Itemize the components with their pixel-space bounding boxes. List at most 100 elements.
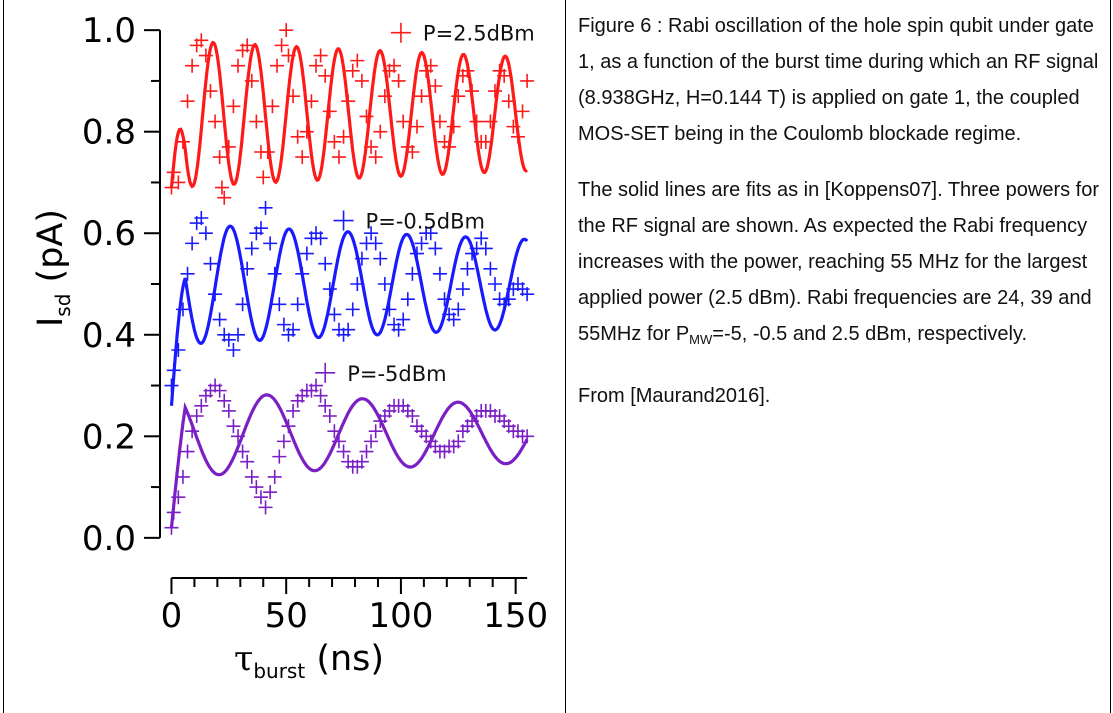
data-point bbox=[226, 343, 241, 357]
table-border-middle bbox=[565, 0, 566, 713]
legend-marker bbox=[333, 210, 354, 231]
data-point bbox=[290, 129, 305, 144]
data-point bbox=[185, 424, 200, 439]
data-point bbox=[322, 104, 337, 119]
data-point bbox=[364, 434, 379, 449]
data-point bbox=[336, 444, 351, 459]
data-point bbox=[377, 277, 392, 291]
x-tick-label: 100 bbox=[368, 596, 433, 636]
y-tick-label: 0.4 bbox=[82, 316, 136, 356]
data-point bbox=[510, 129, 525, 144]
data-point bbox=[249, 114, 264, 129]
x-tick-label: 150 bbox=[483, 596, 548, 636]
data-point bbox=[274, 38, 289, 53]
data-point bbox=[391, 73, 406, 88]
data-point bbox=[175, 302, 190, 317]
data-point bbox=[253, 221, 268, 236]
data-point bbox=[318, 256, 333, 271]
data-point bbox=[382, 302, 397, 317]
data-point bbox=[483, 114, 498, 129]
data-point bbox=[455, 282, 470, 297]
data-point bbox=[240, 38, 255, 53]
data-point bbox=[231, 429, 246, 444]
data-point bbox=[469, 114, 484, 129]
legend-marker bbox=[315, 362, 336, 383]
data-point bbox=[235, 297, 250, 312]
data-point bbox=[405, 409, 420, 423]
caption-paragraph-3: From [Maurand2016]. bbox=[578, 385, 771, 407]
data-point bbox=[256, 170, 271, 185]
y-tick-label: 0.6 bbox=[82, 214, 136, 254]
data-point bbox=[221, 332, 236, 347]
data-point bbox=[368, 150, 383, 165]
data-point bbox=[442, 139, 457, 154]
data-point bbox=[226, 99, 241, 114]
data-point bbox=[175, 134, 190, 149]
data-point bbox=[180, 444, 195, 459]
data-point bbox=[520, 73, 535, 88]
data-point bbox=[409, 119, 424, 134]
data-point bbox=[359, 444, 374, 459]
legend-label: P=-0.5dBm bbox=[366, 210, 485, 234]
legend-marker bbox=[390, 22, 411, 43]
data-point bbox=[198, 48, 213, 63]
data-point bbox=[501, 292, 516, 307]
data-point bbox=[331, 434, 346, 449]
data-point bbox=[345, 302, 360, 317]
data-point bbox=[240, 261, 255, 276]
data-point bbox=[240, 454, 255, 469]
data-point bbox=[217, 393, 232, 408]
data-point bbox=[270, 58, 285, 73]
data-point bbox=[446, 312, 461, 327]
series-group: P=-0.5dBm bbox=[164, 200, 535, 406]
data-point bbox=[478, 241, 493, 256]
data-point bbox=[409, 246, 424, 261]
data-point bbox=[432, 266, 447, 281]
data-point bbox=[331, 150, 346, 165]
data-point bbox=[520, 287, 535, 302]
data-point bbox=[258, 200, 273, 215]
data-point bbox=[478, 134, 493, 149]
data-point bbox=[451, 89, 466, 104]
data-point bbox=[313, 48, 328, 63]
data-point bbox=[263, 485, 278, 500]
data-point bbox=[286, 403, 301, 418]
data-point bbox=[221, 403, 236, 418]
data-point bbox=[405, 145, 420, 159]
data-point bbox=[520, 429, 535, 444]
data-point bbox=[249, 480, 264, 495]
data-point bbox=[272, 449, 287, 464]
data-point bbox=[432, 114, 447, 129]
data-point bbox=[373, 251, 388, 266]
data-point bbox=[391, 322, 406, 337]
data-point bbox=[279, 23, 294, 38]
data-point bbox=[180, 94, 195, 109]
data-point bbox=[487, 277, 502, 291]
caption-paragraph-2-tail: =-5, -0.5 and 2.5 dBm, respectively. bbox=[712, 323, 1028, 345]
data-point bbox=[208, 287, 223, 302]
data-point bbox=[267, 266, 282, 281]
data-point bbox=[309, 378, 324, 393]
data-point bbox=[276, 317, 291, 332]
data-point bbox=[260, 145, 275, 159]
data-point bbox=[235, 444, 250, 459]
data-point bbox=[299, 246, 314, 261]
data-point bbox=[400, 292, 415, 307]
data-point bbox=[265, 99, 280, 114]
data-point bbox=[217, 190, 232, 205]
data-point bbox=[194, 211, 209, 225]
y-tick-label: 0.2 bbox=[82, 417, 136, 457]
data-point bbox=[341, 94, 356, 109]
data-point bbox=[506, 119, 521, 134]
data-point bbox=[501, 94, 516, 109]
caption-paragraph-2-text: The solid lines are fits as in [Koppens0… bbox=[578, 179, 1100, 345]
data-point bbox=[437, 292, 452, 307]
legend-label: P=2.5dBm bbox=[423, 22, 535, 46]
data-point bbox=[497, 68, 512, 83]
data-point bbox=[405, 266, 420, 281]
data-point bbox=[350, 277, 365, 291]
data-point bbox=[304, 94, 319, 109]
data-point bbox=[226, 419, 241, 434]
data-point bbox=[286, 322, 301, 337]
data-point bbox=[295, 150, 310, 165]
